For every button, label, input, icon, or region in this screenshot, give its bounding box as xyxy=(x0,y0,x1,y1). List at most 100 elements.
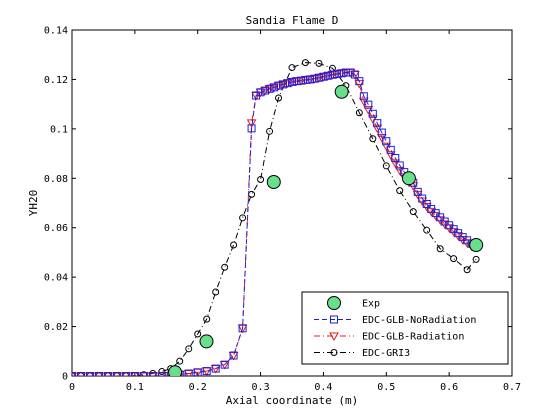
data-point xyxy=(373,119,382,128)
data-point xyxy=(332,69,341,78)
x-tick-label: 0 xyxy=(69,382,75,393)
y-tick-label: 0.08 xyxy=(44,174,68,185)
chart-title: Sandia Flame D xyxy=(246,14,339,27)
data-point xyxy=(368,109,377,118)
x-axis-label: Axial coordinate (m) xyxy=(226,394,358,407)
x-tick-label: 0.6 xyxy=(440,382,458,393)
data-point xyxy=(385,151,396,160)
y-tick-label: 0.06 xyxy=(44,223,68,234)
data-point xyxy=(358,97,369,107)
legend-marker xyxy=(327,296,341,310)
data-point xyxy=(291,77,302,87)
x-tick-label: 0.5 xyxy=(377,382,395,393)
data-point xyxy=(300,76,311,85)
data-point xyxy=(279,80,288,89)
y-tick-label: 0.14 xyxy=(44,26,68,37)
y-tick-label: 0.02 xyxy=(44,322,68,333)
data-point xyxy=(270,83,279,92)
data-point xyxy=(314,73,323,82)
data-point xyxy=(301,59,309,67)
data-point xyxy=(185,345,193,353)
data-point xyxy=(355,77,364,86)
axis-ticks: 0 0.1 0.2 0.3 0.4 0.5 0.6 0.7 0 0.02 0.04 0.06 0.08 0… xyxy=(44,26,521,394)
y-tick-label: 0.12 xyxy=(44,75,68,86)
data-point xyxy=(176,357,184,365)
data-point xyxy=(266,127,274,135)
data-point xyxy=(158,368,166,376)
data-point xyxy=(296,76,305,85)
data-point xyxy=(341,68,350,77)
data-point xyxy=(355,109,363,117)
legend-entry: EDC-GLB-NoRadiation xyxy=(314,315,476,326)
data-point xyxy=(334,84,349,99)
data-point xyxy=(391,154,400,163)
data-point xyxy=(288,77,296,86)
data-point xyxy=(238,324,247,333)
legend-label: Exp xyxy=(362,299,380,310)
data-point xyxy=(229,351,238,360)
data-point xyxy=(469,238,484,253)
legend: Exp EDC-GLB-NoRadiation EDC-GLB-Radiation E… xyxy=(301,291,509,365)
data-point xyxy=(202,367,211,376)
legend-entry: Exp xyxy=(327,296,380,310)
legend-entry: EDC-GLB-Radiation xyxy=(314,332,464,343)
x-tick-label: 0.1 xyxy=(126,382,144,393)
data-point xyxy=(359,92,368,101)
data-point xyxy=(265,84,274,93)
data-point xyxy=(382,137,391,146)
data-point xyxy=(364,100,373,109)
data-point xyxy=(418,194,427,203)
data-point xyxy=(194,330,202,338)
data-point xyxy=(436,213,445,222)
data-point xyxy=(431,209,440,218)
y-tick-label: 0 xyxy=(62,372,68,383)
data-point xyxy=(350,70,359,79)
y-axis-label: YH20 xyxy=(27,190,40,217)
data-point xyxy=(121,372,130,376)
data-point xyxy=(256,88,265,97)
data-point xyxy=(413,187,422,196)
series-layer xyxy=(72,59,484,376)
data-point xyxy=(423,226,431,234)
data-point xyxy=(450,255,458,263)
data-point xyxy=(85,372,94,376)
data-point xyxy=(199,334,214,349)
data-point xyxy=(395,161,404,170)
data-point xyxy=(427,204,436,213)
data-point xyxy=(275,94,283,102)
data-point xyxy=(168,365,183,376)
data-point xyxy=(221,263,229,271)
data-point xyxy=(274,81,283,90)
y-tick-label: 0.04 xyxy=(44,273,68,284)
data-point xyxy=(212,288,220,296)
x-tick-label: 0.7 xyxy=(503,382,521,393)
data-point xyxy=(283,79,292,88)
data-point xyxy=(130,372,139,376)
data-point xyxy=(184,369,193,376)
data-point xyxy=(315,59,323,67)
data-point xyxy=(139,372,148,376)
data-point xyxy=(394,166,405,176)
data-point xyxy=(103,372,112,376)
data-point xyxy=(323,71,332,80)
data-point xyxy=(346,68,355,77)
data-point xyxy=(369,135,377,143)
legend-marker xyxy=(329,332,339,342)
series-0 xyxy=(168,84,484,376)
data-point xyxy=(288,64,296,72)
data-point xyxy=(257,176,265,184)
data-point xyxy=(211,364,220,373)
data-point xyxy=(463,266,471,274)
data-point xyxy=(94,372,103,376)
y-tick-label: 0.1 xyxy=(50,124,68,135)
legend-marker xyxy=(330,349,338,356)
data-point xyxy=(230,241,238,249)
data-point xyxy=(305,75,314,84)
data-point xyxy=(261,86,270,95)
data-point xyxy=(246,119,257,128)
data-point xyxy=(301,75,310,84)
legend-marker xyxy=(330,315,338,324)
data-point xyxy=(396,187,404,195)
data-point xyxy=(386,145,395,154)
